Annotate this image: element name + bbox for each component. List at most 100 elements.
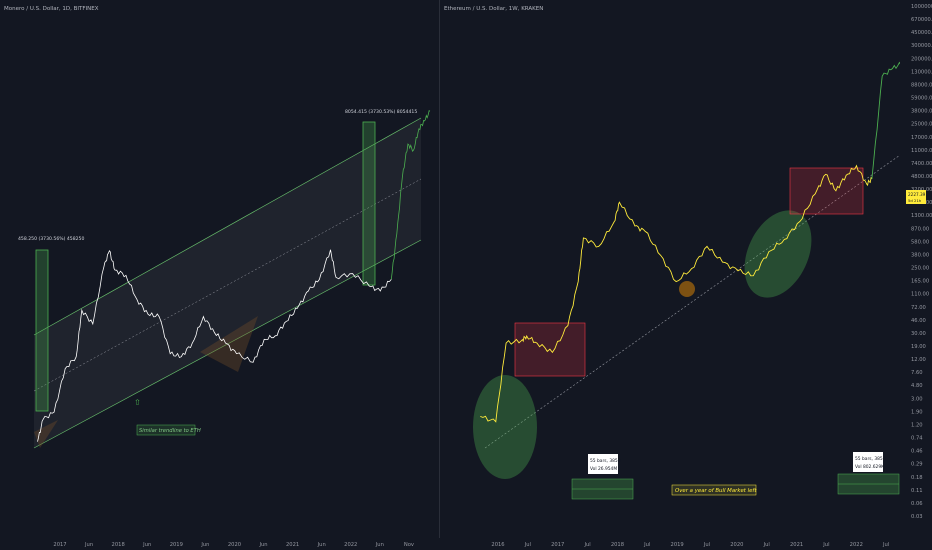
right-x-tick-label: 2018	[611, 542, 624, 548]
left-brown-zone-2	[200, 316, 258, 372]
right-x-tick-label: Jul	[882, 542, 889, 548]
green-zone-2016	[473, 375, 537, 479]
right-x-tick-label: Jul	[763, 542, 770, 548]
left-green-box-2	[362, 121, 376, 286]
right-x-tick-label: 2020	[730, 542, 743, 548]
eth-price-line	[480, 164, 873, 423]
left-x-tick-label: Jun	[200, 542, 209, 548]
right-y-tick-label: 7400.00	[911, 161, 932, 167]
right-y-tick-label: 250.00	[911, 266, 929, 272]
right-x-tick-label: Jul	[822, 542, 829, 548]
red-zone-2021	[789, 167, 864, 215]
right-y-tick-label: 0.18	[911, 475, 923, 481]
right-y-tick-label: 1000000.00	[911, 4, 932, 10]
left-x-axis: 2017 Jun 2018 Jun 2019 Jun 2020 Jun 2021 Jun 2022 J…	[53, 542, 414, 548]
eth-trendline-label-bg	[136, 424, 196, 436]
right-price-tag	[906, 190, 926, 204]
right-y-tick-label: 0.29	[911, 462, 923, 468]
right-y-tick-label: 4800.00	[911, 174, 932, 180]
right-y-tick-label: 0.46	[911, 449, 923, 455]
right-x-tick-label: 2022	[850, 542, 863, 548]
eth-projection-line	[871, 61, 900, 179]
left-x-tick-label: 2018	[112, 542, 125, 548]
annotation-left-box-2: 8054.415 (3730.53%) 8054415	[345, 109, 417, 115]
right-y-tick-label: 17000.00	[911, 135, 932, 141]
right-y-tick-label: 300000.00	[911, 43, 932, 49]
left-chart-title: Monero / U.S. Dollar, 1D, BITFINEX	[4, 6, 99, 12]
right-y-tick-label: 0.06	[911, 501, 923, 507]
right-x-tick-label: Jul	[524, 542, 531, 548]
right-y-tick-label: 3.00	[911, 396, 923, 402]
right-y-tick-label: 38000.00	[911, 109, 932, 115]
right-price-sub: 5d 21h	[908, 198, 922, 203]
right-x-tick-label: 2017	[551, 542, 564, 548]
right-y-tick-label: 165.00	[911, 279, 929, 285]
right-y-tick-label: 59000.00	[911, 96, 932, 102]
left-x-tick-label: 2017	[53, 542, 66, 548]
annotation-similar-trendline: Similar trendline to ETH	[139, 428, 201, 434]
right-y-tick-label: 4.80	[911, 383, 923, 389]
right-y-tick-label: 0.11	[911, 488, 923, 494]
xmr-price-line	[37, 249, 392, 442]
right-y-tick-label: 30.00	[911, 331, 926, 337]
right-price-value: 2227.39	[908, 192, 926, 197]
left-x-tick-label: 2019	[170, 542, 183, 548]
right-y-tick-label: 450000.00	[911, 30, 932, 36]
right-y-tick-label: 25000.00	[911, 122, 932, 128]
bars-label-1-bg	[588, 454, 618, 474]
right-y-tick-label: 130000.00	[911, 69, 932, 75]
right-x-axis: 2016 Jul 2017 Jul 2018 Jul 2019 Jul 2020 Jul 2021 J…	[491, 542, 889, 548]
right-y-tick-label: 46.00	[911, 318, 926, 324]
channel-mid-line	[33, 178, 422, 392]
left-x-tick-label: Jun	[142, 542, 151, 548]
orange-circle-2018	[679, 281, 695, 297]
right-x-tick-label: 2021	[790, 542, 803, 548]
left-x-tick-label: Jun	[317, 542, 326, 548]
right-x-tick-label: Jul	[583, 542, 590, 548]
right-pane	[440, 0, 900, 538]
bull-market-label: Over a year of Bull Market left	[675, 488, 757, 494]
right-y-tick-label: 12.00	[911, 357, 926, 363]
left-marker-icon: ⇧	[134, 398, 141, 407]
left-x-tick-label: Jun	[375, 542, 384, 548]
right-y-tick-label: 0.03	[911, 514, 923, 520]
right-chart-title: Ethereum / U.S. Dollar, 1W, KRAKEN	[444, 6, 543, 12]
green-zone-2020	[744, 210, 812, 298]
right-y-tick-label: 580.00	[911, 239, 929, 245]
right-y-tick-label: 1.20	[911, 422, 923, 428]
right-y-tick-label: 110.00	[911, 292, 929, 298]
right-y-tick-label: 380.00	[911, 252, 929, 258]
right-y-tick-label: 0.74	[911, 436, 923, 442]
xmr-projection-line	[390, 110, 431, 280]
annotation-left-box-1: 458.250 (3730.56%) 458250	[18, 236, 84, 242]
left-x-tick-label: 2021	[286, 542, 299, 548]
bars-label-1-text: 55 bars, 385d	[590, 458, 621, 464]
bars-label-2-text: 55 bars, 385d	[855, 456, 886, 462]
left-x-tick-label: Jun	[84, 542, 93, 548]
right-y-tick-label: 870.00	[911, 226, 929, 232]
right-y-axis: 1000000.00 670000.00 450000.00 300000.00 200…	[911, 4, 932, 520]
right-y-tick-label: 670000.00	[911, 17, 932, 23]
left-x-tick-label: 2022	[344, 542, 357, 548]
left-x-tick-label: Nov	[404, 542, 414, 548]
right-y-tick-label: 72.00	[911, 305, 926, 311]
left-x-tick-label: Jun	[258, 542, 267, 548]
right-x-tick-label: 2016	[491, 542, 504, 548]
right-x-tick-label: 2019	[671, 542, 684, 548]
right-y-tick-label: 200000.00	[911, 56, 932, 62]
channel-fill	[34, 118, 421, 448]
right-y-tick-label: 1300.00	[911, 213, 932, 219]
eth-trendline	[484, 154, 900, 449]
right-y-tick-label: 1.90	[911, 409, 923, 415]
left-green-box-1	[35, 249, 49, 412]
right-x-tick-label: Jul	[703, 542, 710, 548]
right-y-tick-label: 11000.00	[911, 148, 932, 154]
bars-label-2-vol: Vol 802.629K	[855, 464, 884, 470]
right-y-tick-label: 88000.00	[911, 82, 932, 88]
left-brown-zone-1	[34, 420, 58, 448]
bars-label-2-bg	[853, 452, 883, 472]
right-y-tick-label: 7.60	[911, 370, 923, 376]
bull-market-label-bg	[671, 484, 757, 496]
left-x-tick-label: 2020	[228, 542, 241, 548]
